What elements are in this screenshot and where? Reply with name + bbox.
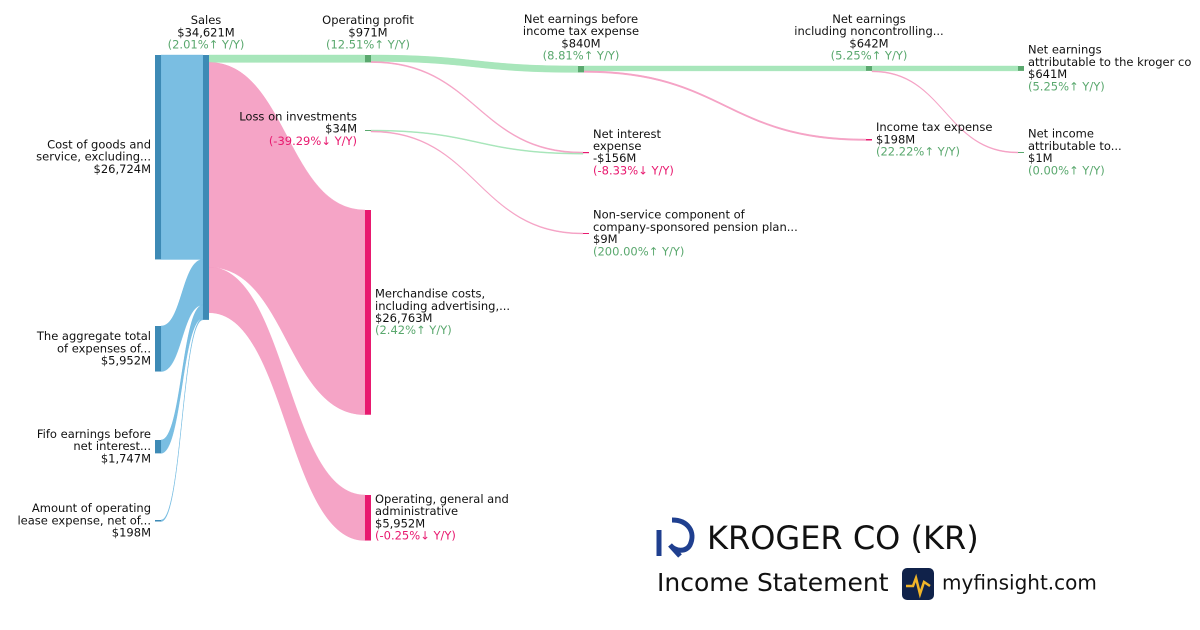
node-label: Amount of operating: [32, 501, 151, 515]
node-label: Loss on investments: [239, 110, 357, 124]
node: [866, 66, 872, 71]
node-value: $34,621M: [177, 25, 234, 39]
node-label: including noncontrolling...: [794, 24, 943, 38]
node-label: of expenses of...: [57, 341, 151, 355]
node-label: service, excluding...: [36, 150, 151, 164]
brand-icon: [906, 573, 931, 599]
node-label: Cost of goods and: [47, 138, 151, 152]
node-label: administrative: [375, 504, 458, 518]
subtitle: Income Statement: [657, 568, 889, 597]
company-name: KROGER CO (KR): [707, 519, 979, 557]
node-label: Sales: [191, 13, 222, 27]
node: [1018, 152, 1024, 153]
node-label: Net income: [1028, 127, 1094, 141]
link: [160, 54, 204, 260]
node-change: (200.00%↑ Y/Y): [593, 244, 684, 258]
node: [203, 55, 209, 320]
node-value: $34M: [325, 122, 357, 136]
node-label: Net earnings: [1028, 43, 1102, 57]
node-value: $5,952M: [101, 353, 151, 367]
node-value: $1M: [1028, 151, 1053, 165]
link: [370, 129, 584, 155]
node: [365, 55, 371, 63]
node-value: $840M: [561, 36, 600, 50]
node-change: (0.00%↑ Y/Y): [1028, 163, 1105, 177]
node-label: Operating, general and: [375, 492, 509, 506]
node-value: $971M: [348, 25, 387, 39]
link: [370, 130, 584, 235]
node-change: (-0.25%↓ Y/Y): [375, 529, 456, 543]
node-label: company-sponsored pension plan...: [593, 220, 798, 234]
node-label: Non-service component of: [593, 208, 746, 222]
link: [370, 61, 584, 154]
logo: KROGER CO (KR) Income Statement myfinsig…: [656, 517, 1097, 600]
node-change: (5.25%↑ Y/Y): [1028, 79, 1105, 93]
node-change: (12.51%↑ Y/Y): [326, 38, 410, 52]
nodes: Sales$34,621M(2.01%↑ Y/Y) Cost of goods a…: [17, 12, 1191, 543]
node-change: (2.01%↑ Y/Y): [168, 38, 245, 52]
node: [155, 55, 161, 260]
link: [583, 70, 867, 141]
node: [583, 152, 589, 154]
node-label: Merchandise costs,: [375, 287, 485, 301]
link: [871, 65, 1019, 72]
node-label: attributable to the kroger co: [1028, 55, 1191, 69]
node: [365, 130, 371, 131]
node: [155, 520, 161, 522]
node-value: $9M: [593, 232, 618, 246]
node-label: income tax expense: [523, 24, 639, 38]
node-change: (-39.29%↓ Y/Y): [269, 134, 357, 148]
node-value: $1,747M: [101, 451, 151, 465]
brand-name: myfinsight.com: [942, 571, 1097, 595]
links: [160, 54, 1019, 541]
logo-icon: [668, 517, 695, 558]
node-change: (22.22%↑ Y/Y): [876, 144, 960, 158]
node: [365, 210, 371, 415]
node: [365, 495, 371, 541]
node: [1018, 66, 1024, 71]
node-value: $26,724M: [94, 162, 151, 176]
node: [578, 66, 584, 73]
node-change: (2.42%↑ Y/Y): [375, 323, 452, 337]
node-label: attributable to...: [1028, 139, 1122, 153]
link: [160, 318, 204, 522]
node-value: $198M: [112, 525, 151, 539]
node-value: $642M: [849, 36, 888, 50]
node-label: Fifo earnings before: [37, 427, 151, 441]
node-value: $26,763M: [375, 311, 432, 325]
node-label: Net interest: [593, 127, 661, 141]
node-change: (-8.33%↓ Y/Y): [593, 163, 674, 177]
link: [208, 54, 366, 63]
node-value: $198M: [876, 132, 915, 146]
node-label: lease expense, net of...: [17, 513, 151, 527]
node-value: $641M: [1028, 67, 1067, 81]
node-label: Income tax expense: [876, 120, 992, 134]
node: [583, 233, 589, 234]
link: [208, 266, 366, 541]
node: [866, 139, 872, 141]
node-label: Operating profit: [322, 13, 414, 27]
link: [583, 65, 867, 72]
node-label: Net earnings: [832, 12, 906, 26]
node-label: including advertising,...: [375, 299, 510, 313]
node-change: (5.25%↑ Y/Y): [831, 49, 908, 63]
node-value: $5,952M: [375, 516, 425, 530]
node-label: The aggregate total: [36, 329, 151, 343]
node-label: expense: [593, 139, 641, 153]
node: [155, 326, 161, 372]
node-value: -$156M: [593, 151, 636, 165]
node-label: net interest...: [73, 439, 151, 453]
link: [208, 62, 366, 415]
node-label: Net earnings before: [524, 12, 638, 26]
node: [155, 440, 161, 454]
node-change: (8.81%↑ Y/Y): [543, 49, 620, 63]
